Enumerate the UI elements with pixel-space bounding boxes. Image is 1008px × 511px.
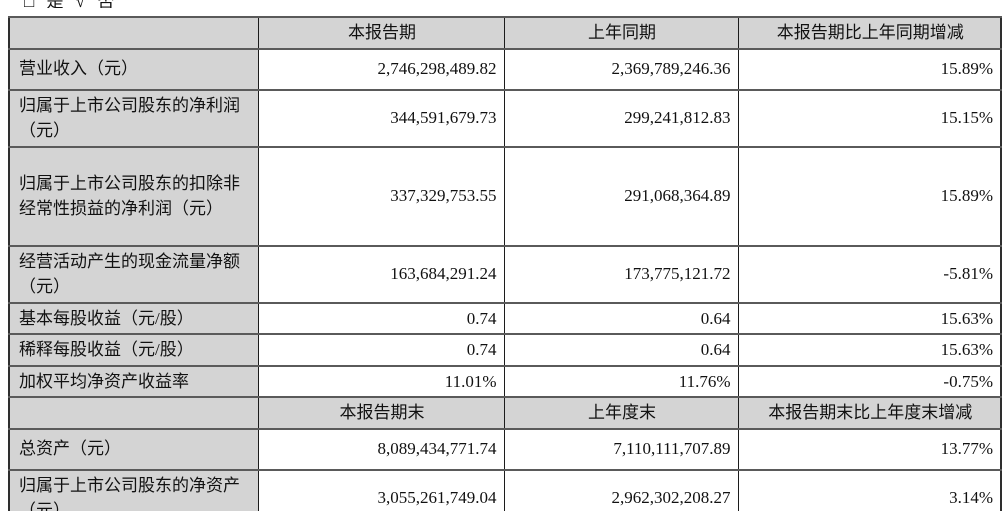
- row-current-value: 344,591,679.73: [257, 88, 505, 148]
- row-label: 营业收入（元）: [8, 47, 259, 91]
- balance-header-empty-cell: [8, 396, 259, 430]
- row-label: 稀释每股收益（元/股）: [8, 333, 259, 367]
- row-current-value: 8,089,434,771.74: [257, 427, 505, 471]
- row-prior-value: 0.64: [503, 333, 739, 367]
- row-prior-value: 291,068,364.89: [503, 145, 739, 247]
- table-row-net-assets: 归属于上市公司股东的净资产（元） 3,055,261,749.04 2,962,…: [8, 468, 1002, 511]
- row-change-value: 15.89%: [737, 145, 1002, 247]
- row-prior-value: 2,369,789,246.36: [503, 47, 739, 91]
- table-row-total-assets: 总资产（元） 8,089,434,771.74 7,110,111,707.89…: [8, 427, 1002, 471]
- row-prior-value: 299,241,812.83: [503, 88, 739, 148]
- row-change-value: 15.15%: [737, 88, 1002, 148]
- cropped-checkbox-text: □ 是 √ 否: [24, 0, 118, 8]
- row-current-value: 2,746,298,489.82: [257, 47, 505, 91]
- row-label: 归属于上市公司股东的净利润（元）: [8, 88, 259, 148]
- period-header-row: 本报告期 上年同期 本报告期比上年同期增减: [8, 16, 1002, 50]
- row-current-value: 0.74: [257, 301, 505, 335]
- row-change-value: 15.63%: [737, 333, 1002, 367]
- balance-header-prior: 上年度末: [503, 396, 739, 430]
- row-label: 加权平均净资产收益率: [8, 364, 259, 398]
- row-current-value: 163,684,291.24: [257, 244, 505, 304]
- table-row-basic-eps: 基本每股收益（元/股） 0.74 0.64 15.63%: [8, 301, 1002, 335]
- table-row-revenue: 营业收入（元） 2,746,298,489.82 2,369,789,246.3…: [8, 47, 1002, 91]
- row-prior-value: 2,962,302,208.27: [503, 468, 739, 511]
- balance-header-current: 本报告期末: [257, 396, 505, 430]
- key-financials-table: 本报告期 上年同期 本报告期比上年同期增减 营业收入（元） 2,746,298,…: [8, 16, 1002, 511]
- balance-header-change: 本报告期末比上年度末增减: [737, 396, 1002, 430]
- table-row-weighted-avg-roe: 加权平均净资产收益率 11.01% 11.76% -0.75%: [8, 364, 1002, 398]
- row-prior-value: 11.76%: [503, 364, 739, 398]
- row-label: 归属于上市公司股东的扣除非经常性损益的净利润（元）: [8, 145, 259, 247]
- row-change-value: 15.63%: [737, 301, 1002, 335]
- row-prior-value: 173,775,121.72: [503, 244, 739, 304]
- row-change-value: 3.14%: [737, 468, 1002, 511]
- balance-header-row: 本报告期末 上年度末 本报告期末比上年度末增减: [8, 396, 1002, 430]
- row-label: 总资产（元）: [8, 427, 259, 471]
- table-row-operating-cash-flow: 经营活动产生的现金流量净额（元） 163,684,291.24 173,775,…: [8, 244, 1002, 304]
- row-current-value: 3,055,261,749.04: [257, 468, 505, 511]
- period-header-prior: 上年同期: [503, 16, 739, 50]
- row-current-value: 11.01%: [257, 364, 505, 398]
- table-row-net-profit-excl-nonrecurring: 归属于上市公司股东的扣除非经常性损益的净利润（元） 337,329,753.55…: [8, 145, 1002, 247]
- row-change-value: -5.81%: [737, 244, 1002, 304]
- row-label: 基本每股收益（元/股）: [8, 301, 259, 335]
- cropped-checkbox-line: □ 是 √ 否: [24, 0, 324, 8]
- row-change-value: -0.75%: [737, 364, 1002, 398]
- row-prior-value: 0.64: [503, 301, 739, 335]
- row-change-value: 13.77%: [737, 427, 1002, 471]
- table-row-diluted-eps: 稀释每股收益（元/股） 0.74 0.64 15.63%: [8, 333, 1002, 367]
- period-header-empty-cell: [8, 16, 259, 50]
- period-header-change: 本报告期比上年同期增减: [737, 16, 1002, 50]
- row-prior-value: 7,110,111,707.89: [503, 427, 739, 471]
- period-header-current: 本报告期: [257, 16, 505, 50]
- table-row-net-profit: 归属于上市公司股东的净利润（元） 344,591,679.73 299,241,…: [8, 88, 1002, 148]
- row-current-value: 337,329,753.55: [257, 145, 505, 247]
- row-label: 归属于上市公司股东的净资产（元）: [8, 468, 259, 511]
- row-change-value: 15.89%: [737, 47, 1002, 91]
- row-label: 经营活动产生的现金流量净额（元）: [8, 244, 259, 304]
- row-current-value: 0.74: [257, 333, 505, 367]
